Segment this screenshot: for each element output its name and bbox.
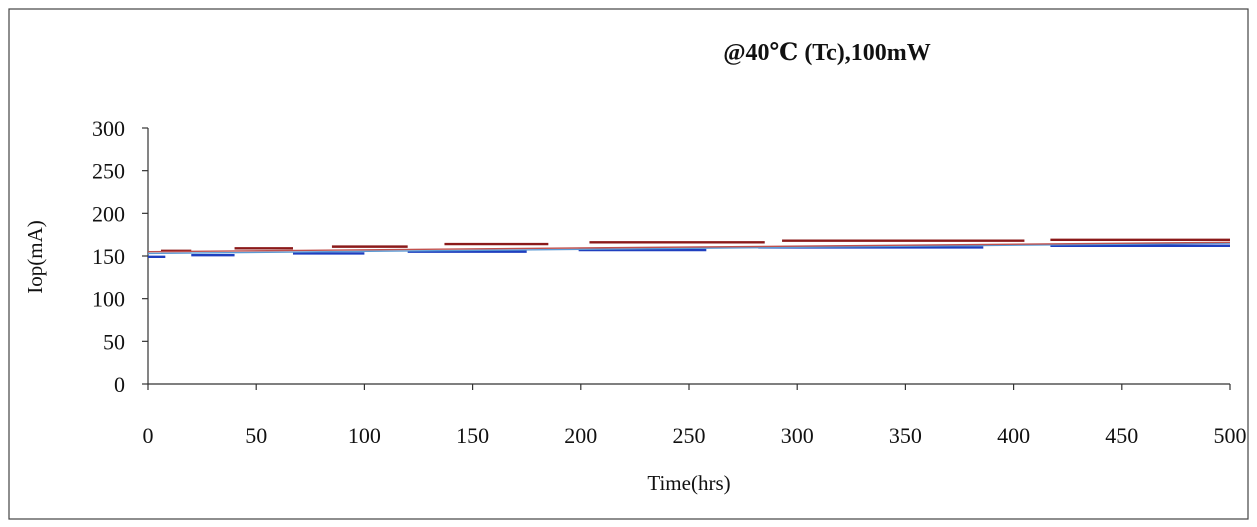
x-tick-label-3: 150 [456, 423, 489, 448]
x-tick-label-6: 300 [781, 423, 814, 448]
x-tick-label-5: 250 [673, 423, 706, 448]
y-tick-label-5: 250 [92, 159, 125, 184]
series-2-segment-0 [147, 242, 1231, 255]
chart-frame [8, 8, 1249, 520]
x-tick-label-9: 450 [1105, 423, 1138, 448]
plot-area: 0 50 100 150 200 250 300 0 50 100 150 200 250 300 350 4… [92, 116, 1247, 448]
x-tick-label-8: 400 [997, 423, 1030, 448]
y-tick-label-0: 0 [114, 372, 125, 397]
x-axis-title: Time(hrs) [647, 471, 730, 495]
y-tick-label-2: 100 [92, 287, 125, 312]
x-tick-label-1: 50 [245, 423, 267, 448]
x-tick-label-2: 100 [348, 423, 381, 448]
chart-title: @40℃ (Tc),100mW [723, 40, 931, 66]
y-tick-label-4: 200 [92, 201, 125, 226]
y-axis-title: Iop(mA) [23, 220, 47, 293]
x-tick-label-10: 500 [1214, 423, 1247, 448]
x-tick-label-0: 0 [143, 423, 154, 448]
y-tick-label-6: 300 [92, 116, 125, 141]
x-tick-label-4: 200 [564, 423, 597, 448]
y-tick-label-3: 150 [92, 244, 125, 269]
x-tick-label-7: 350 [889, 423, 922, 448]
series-3-segment-0 [147, 241, 1231, 253]
y-tick-label-1: 50 [103, 329, 125, 354]
